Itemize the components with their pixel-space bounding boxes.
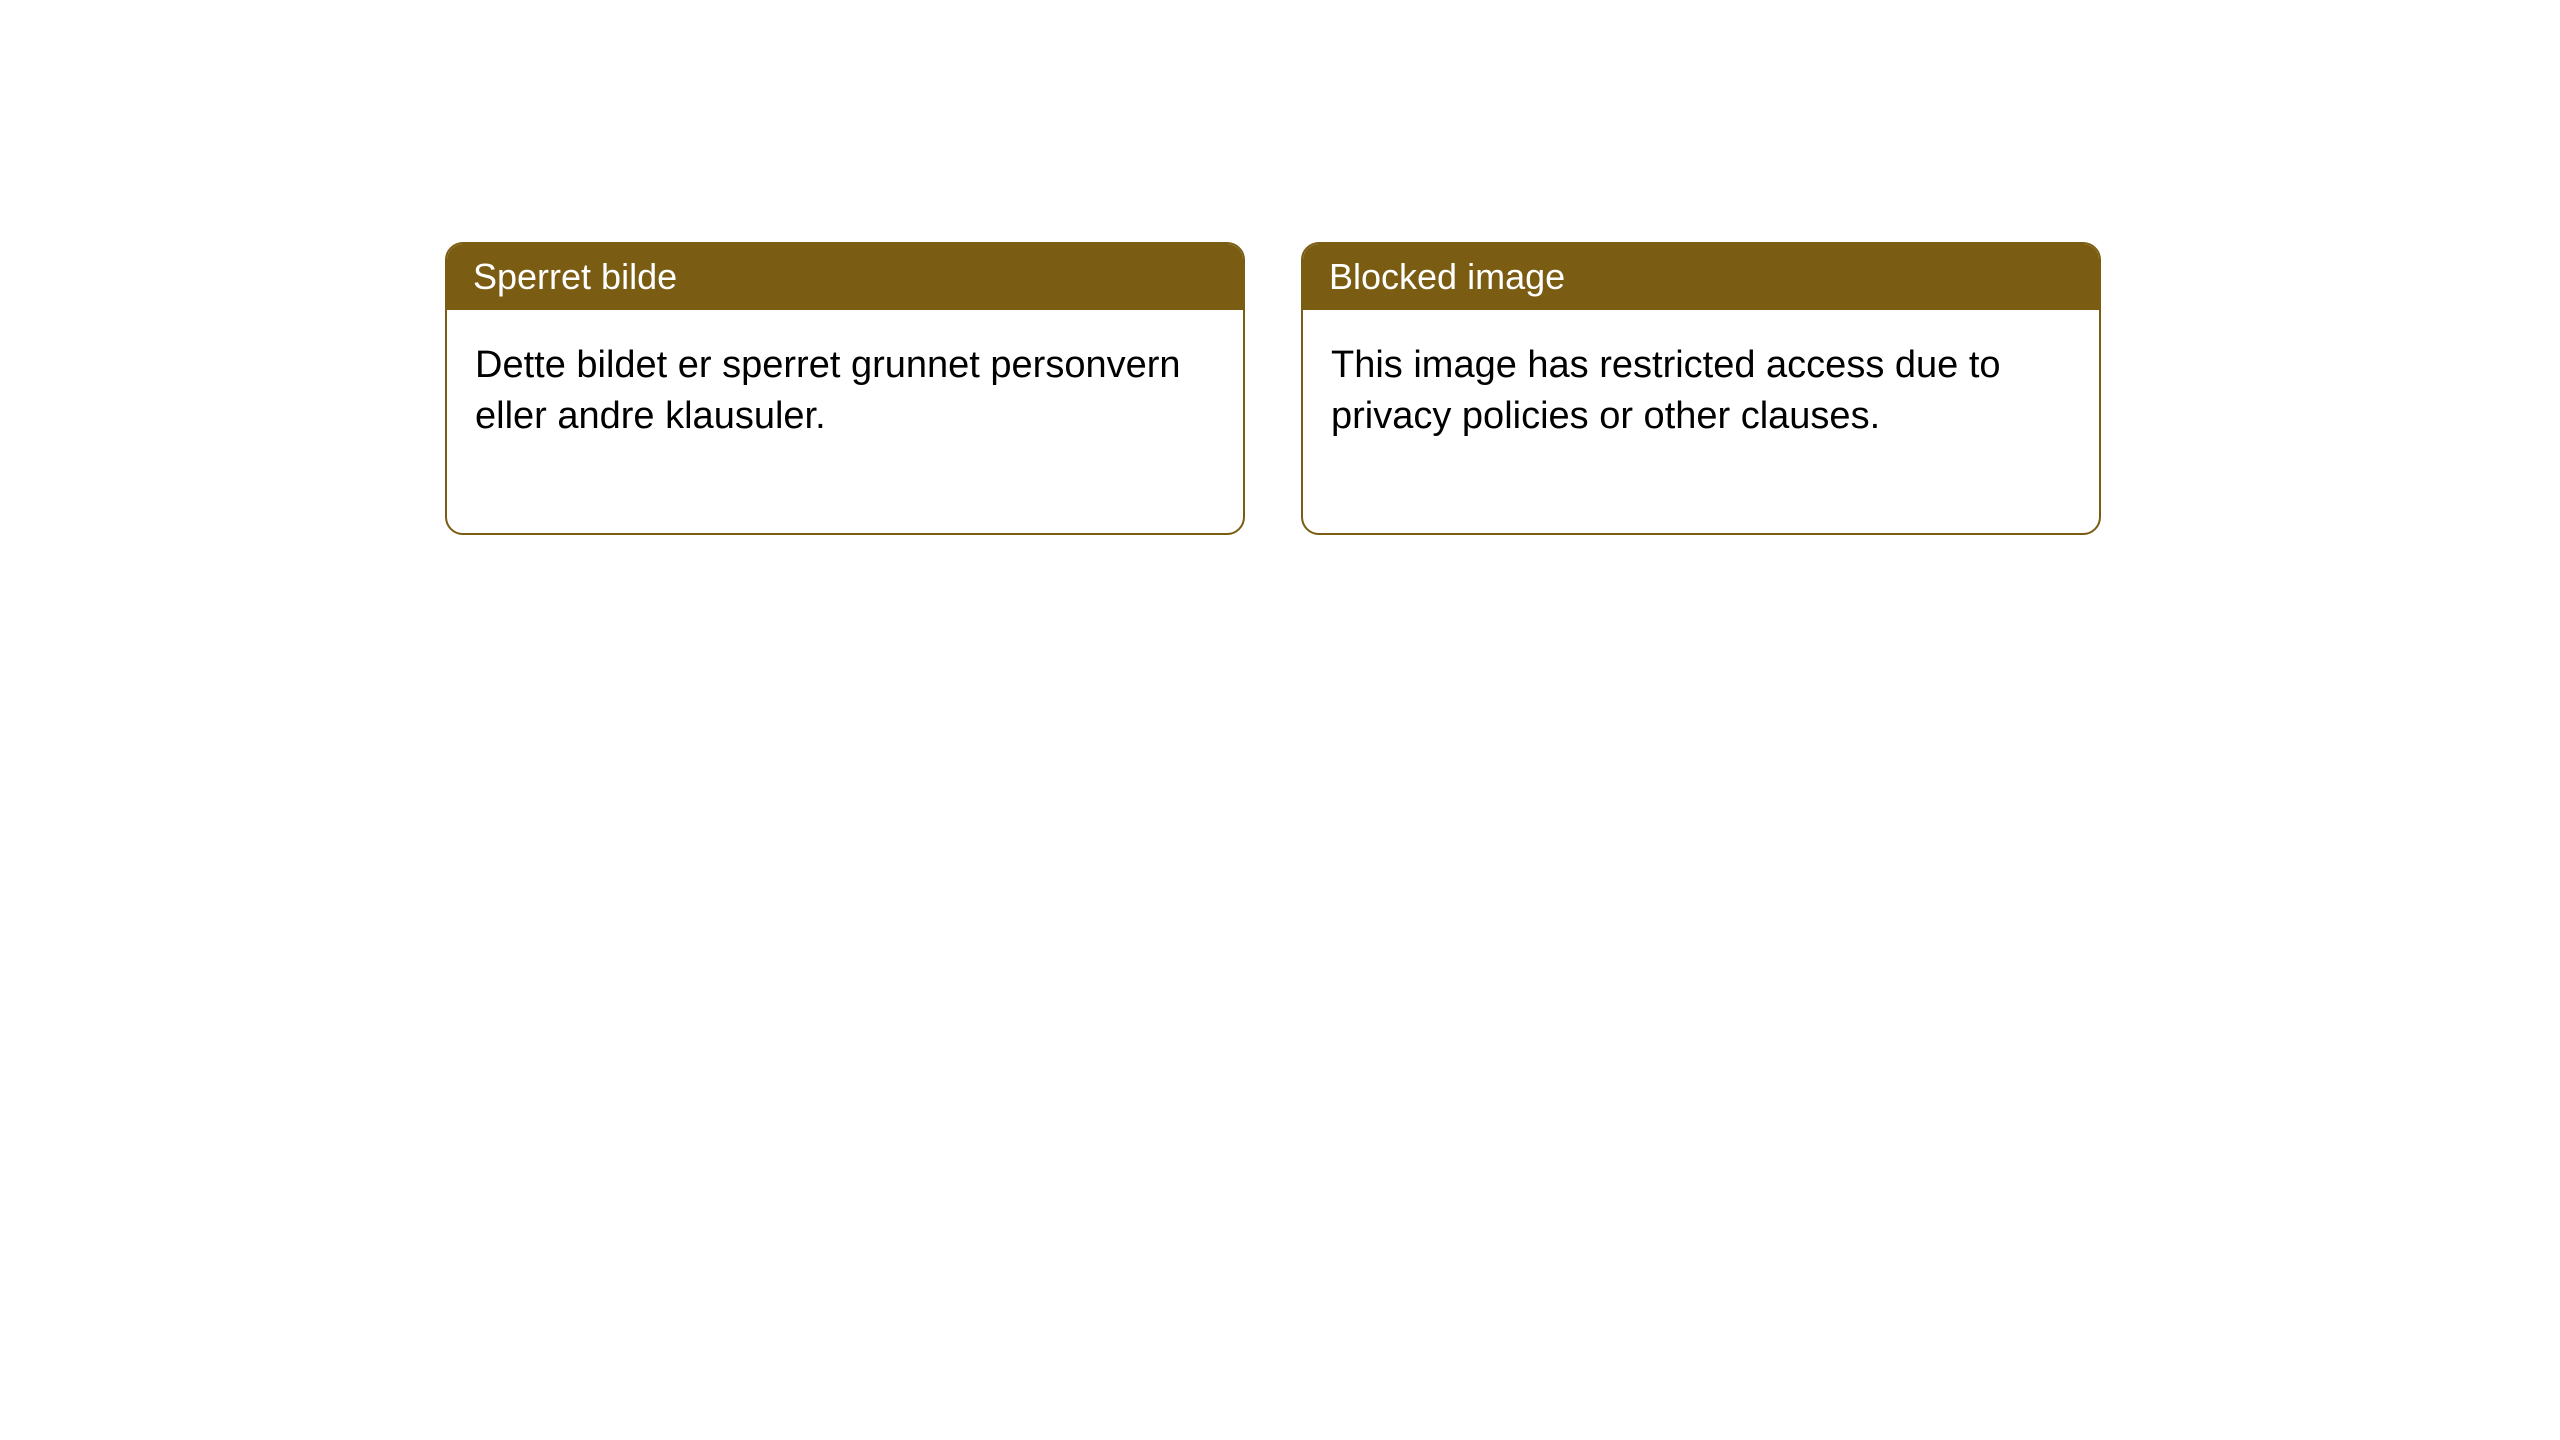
card-body: This image has restricted access due to … [1303,310,2099,533]
card-title: Blocked image [1329,256,1565,297]
card-header: Sperret bilde [447,244,1243,310]
notice-container: Sperret bilde Dette bildet er sperret gr… [445,242,2101,535]
card-title: Sperret bilde [473,256,677,297]
notice-card-norwegian: Sperret bilde Dette bildet er sperret gr… [445,242,1245,535]
card-body-text: Dette bildet er sperret grunnet personve… [475,344,1181,437]
card-body-text: This image has restricted access due to … [1331,344,2001,437]
card-header: Blocked image [1303,244,2099,310]
notice-card-english: Blocked image This image has restricted … [1301,242,2101,535]
card-body: Dette bildet er sperret grunnet personve… [447,310,1243,533]
